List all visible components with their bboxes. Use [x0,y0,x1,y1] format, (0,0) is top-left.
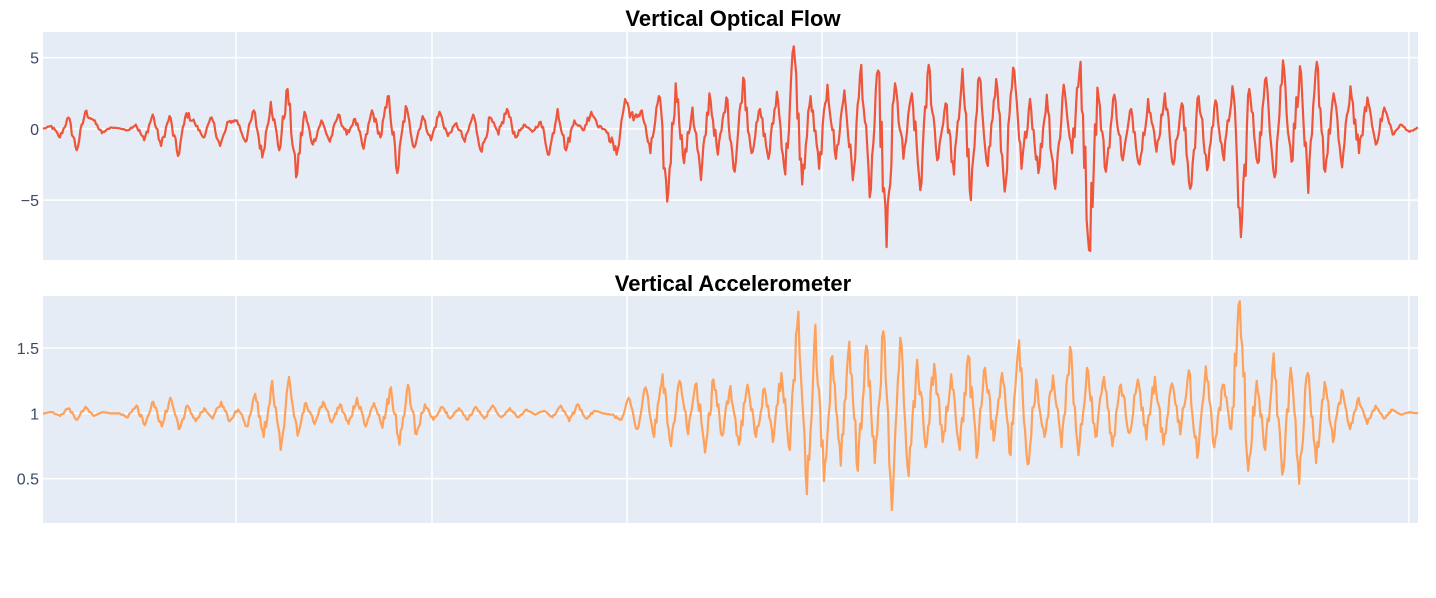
optical-flow-title: Vertical Optical Flow [625,6,841,31]
accelerometer-subplot: 1.5 1 0.5 Vertical Accelerometer [17,271,1419,523]
accelerometer-series-line [42,300,1419,512]
accelerometer-plot-background [43,296,1418,523]
optical-flow-vertical-gridlines [235,32,1410,260]
accelerometer-title: Vertical Accelerometer [615,271,852,296]
y-tick-label: 1 [30,406,39,423]
accelerometer-vertical-gridlines [235,296,1410,523]
optical-flow-y-axis: 5 0 −5 [21,51,39,210]
accelerometer-y-axis: 1.5 1 0.5 [17,341,39,488]
y-tick-label: 1.5 [17,341,39,358]
y-tick-label: 5 [30,51,39,68]
y-tick-label: 0.5 [17,472,39,489]
optical-flow-series-line [42,45,1419,252]
accelerometer-horizontal-gridlines [43,347,1418,480]
optical-flow-subplot: 5 0 −5 Vertical Optical Flow [21,6,1419,260]
y-tick-label: 0 [30,122,39,139]
optical-flow-horizontal-gridlines [43,56,1418,201]
y-tick-label: −5 [21,193,39,210]
